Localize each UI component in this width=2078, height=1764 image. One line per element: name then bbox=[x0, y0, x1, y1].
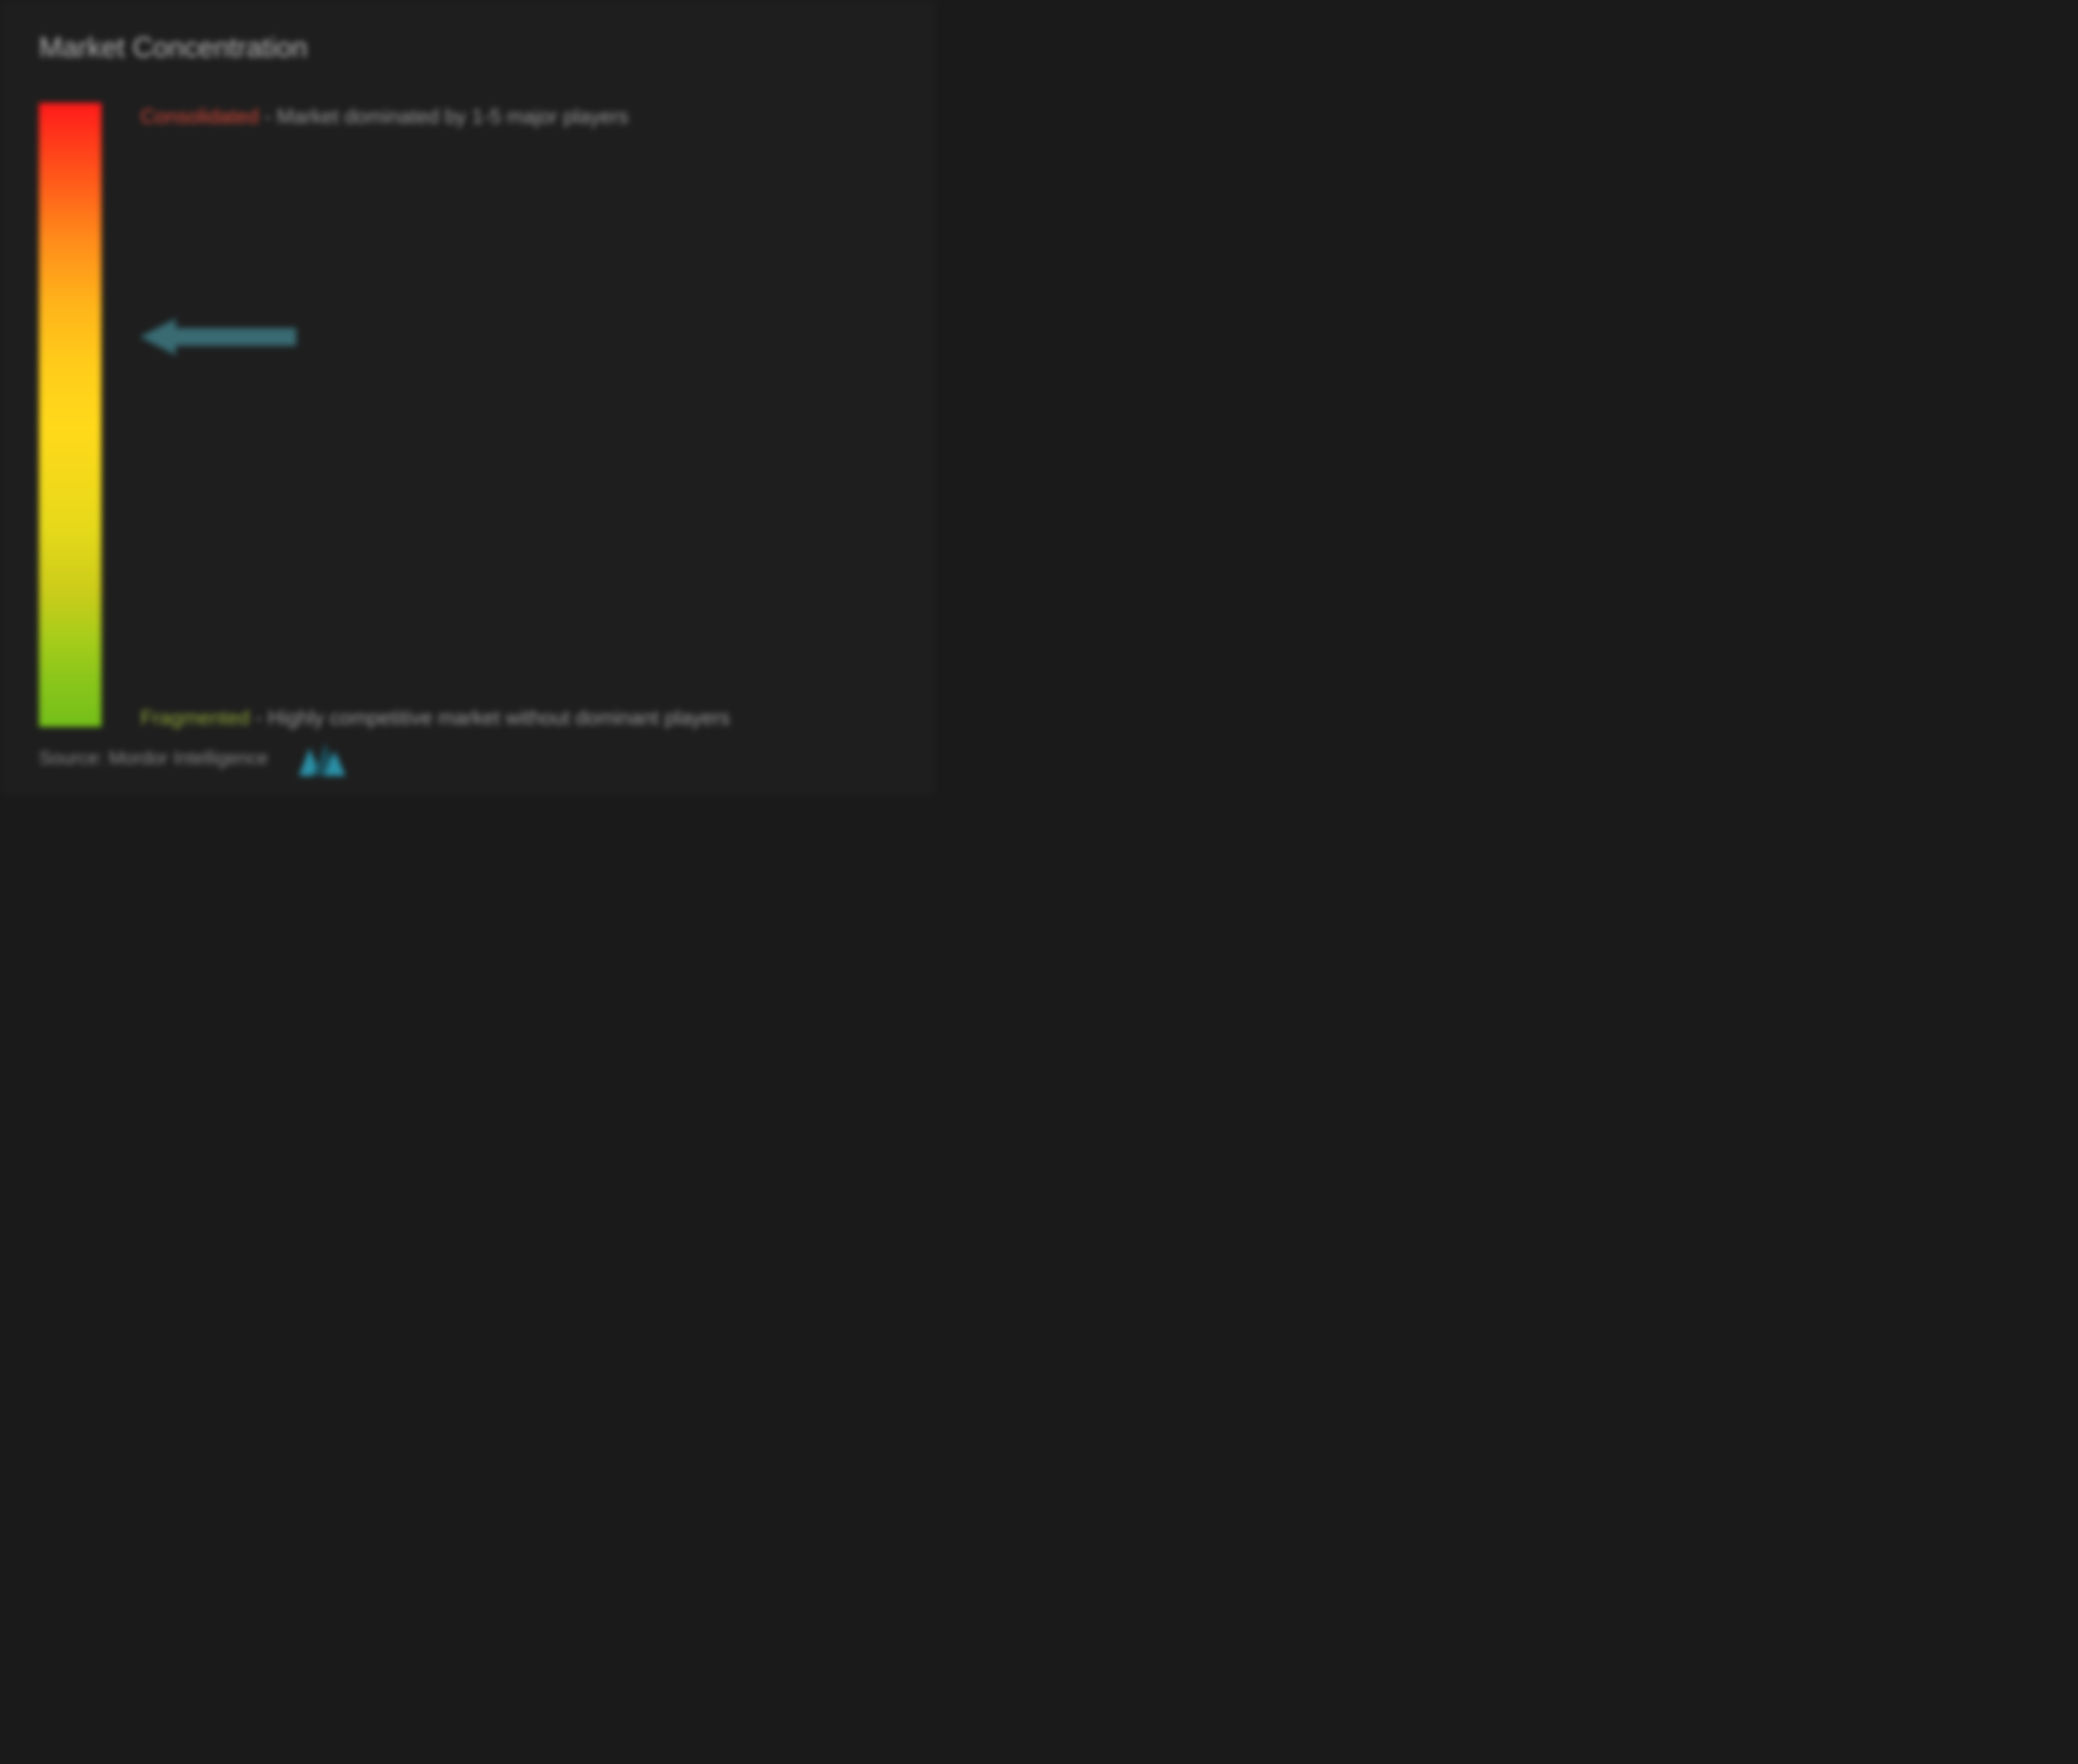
chart-row: Consolidated - Market dominated by 1-5 m… bbox=[39, 95, 897, 735]
consolidated-keyword: Consolidated bbox=[140, 104, 259, 128]
source-attribution: Source: Mordor Intelligence bbox=[39, 748, 268, 770]
position-arrow bbox=[140, 317, 296, 360]
fragmented-label: Fragmented - Highly competitive market w… bbox=[140, 700, 881, 735]
fragmented-description: - Highly competitive market without domi… bbox=[255, 706, 729, 729]
mordor-logo-icon bbox=[299, 742, 346, 776]
concentration-gradient-bar bbox=[39, 103, 101, 727]
panel-title: Market Concentration bbox=[39, 31, 897, 64]
fragmented-keyword: Fragmented bbox=[140, 706, 250, 729]
consolidated-description: - Market dominated by 1-5 major players bbox=[264, 104, 629, 128]
consolidated-label: Consolidated - Market dominated by 1-5 m… bbox=[140, 101, 881, 132]
panel-footer: Source: Mordor Intelligence bbox=[39, 742, 346, 776]
market-concentration-panel: Market Concentration Consolidated - Mark… bbox=[0, 0, 936, 795]
arrow-left-icon bbox=[140, 317, 296, 356]
labels-column: Consolidated - Market dominated by 1-5 m… bbox=[117, 95, 897, 735]
gradient-column bbox=[39, 95, 117, 735]
